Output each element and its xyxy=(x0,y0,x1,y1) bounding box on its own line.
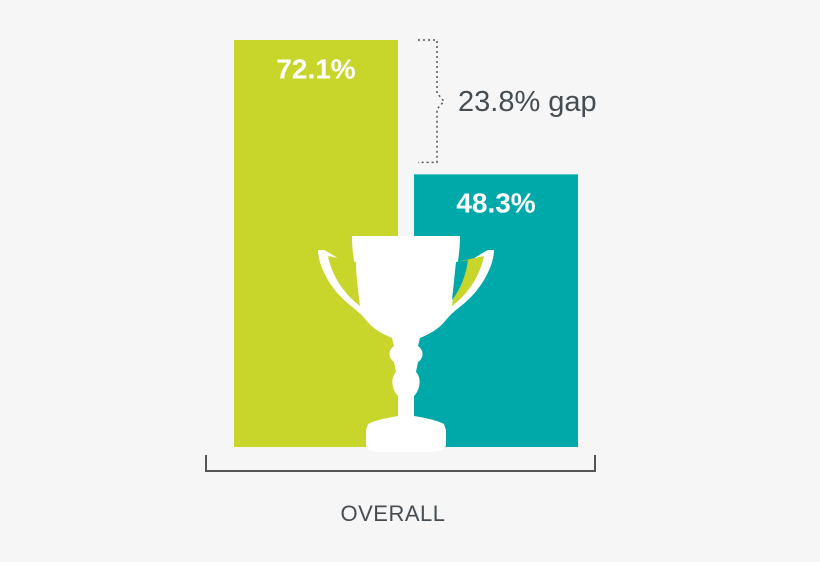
annotation: 23.8% gap xyxy=(458,86,597,118)
trophy-icon xyxy=(318,236,494,452)
value-label: 48.3% xyxy=(456,188,535,219)
x-category-label: OVERALL xyxy=(341,501,446,526)
gap-bracket xyxy=(418,39,445,164)
value-label: 72.1% xyxy=(276,53,355,84)
group-bracket xyxy=(205,455,596,472)
